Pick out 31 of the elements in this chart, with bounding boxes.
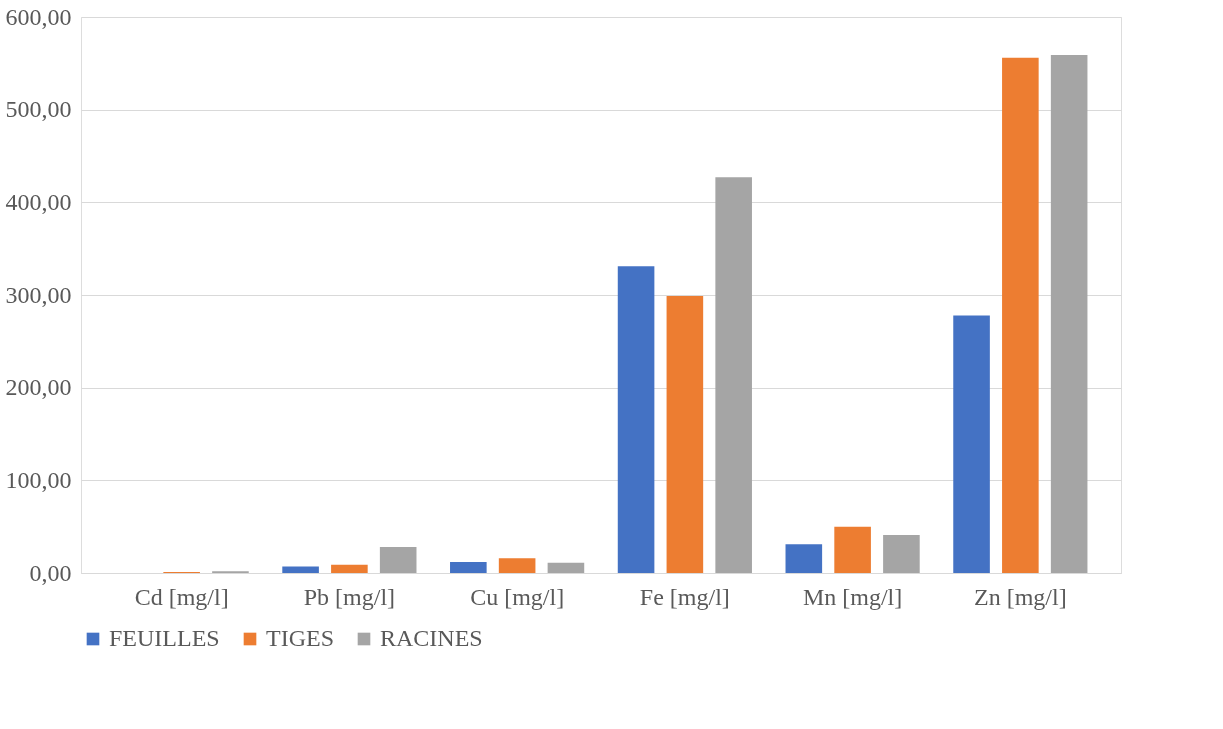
y-tick-label: 0,00	[29, 559, 72, 586]
bar	[834, 526, 871, 573]
x-tick-label: Zn [mg/l]	[974, 583, 1067, 610]
bar	[331, 564, 368, 573]
bar	[379, 547, 417, 573]
bar	[666, 295, 704, 573]
legend-label: FEUILLES	[109, 625, 220, 651]
bar	[450, 561, 487, 573]
bar	[953, 315, 990, 573]
legend-label: TIGES	[266, 625, 334, 651]
x-tick-label: Cd [mg/l]	[134, 583, 229, 610]
bar	[282, 566, 319, 573]
legend-label: RACINES	[380, 625, 483, 651]
bar	[547, 562, 585, 573]
bar	[883, 535, 920, 573]
y-tick-label: 600,00	[5, 3, 72, 30]
y-tick-label: 500,00	[5, 96, 72, 123]
bar	[617, 266, 655, 573]
bar	[1050, 54, 1088, 573]
bar	[1002, 57, 1039, 573]
x-tick-label: Fe [mg/l]	[639, 583, 730, 610]
y-tick-label: 100,00	[5, 466, 72, 493]
bar	[785, 544, 823, 573]
bar	[498, 558, 536, 573]
x-tick-label: Mn [mg/l]	[802, 583, 903, 610]
y-tick-label: 300,00	[5, 281, 72, 308]
y-tick-label: 200,00	[5, 374, 72, 401]
bar	[715, 177, 752, 573]
x-tick-label: Pb [mg/l]	[303, 583, 396, 610]
y-tick-label: 400,00	[5, 188, 72, 215]
x-tick-label: Cu [mg/l]	[470, 583, 565, 610]
